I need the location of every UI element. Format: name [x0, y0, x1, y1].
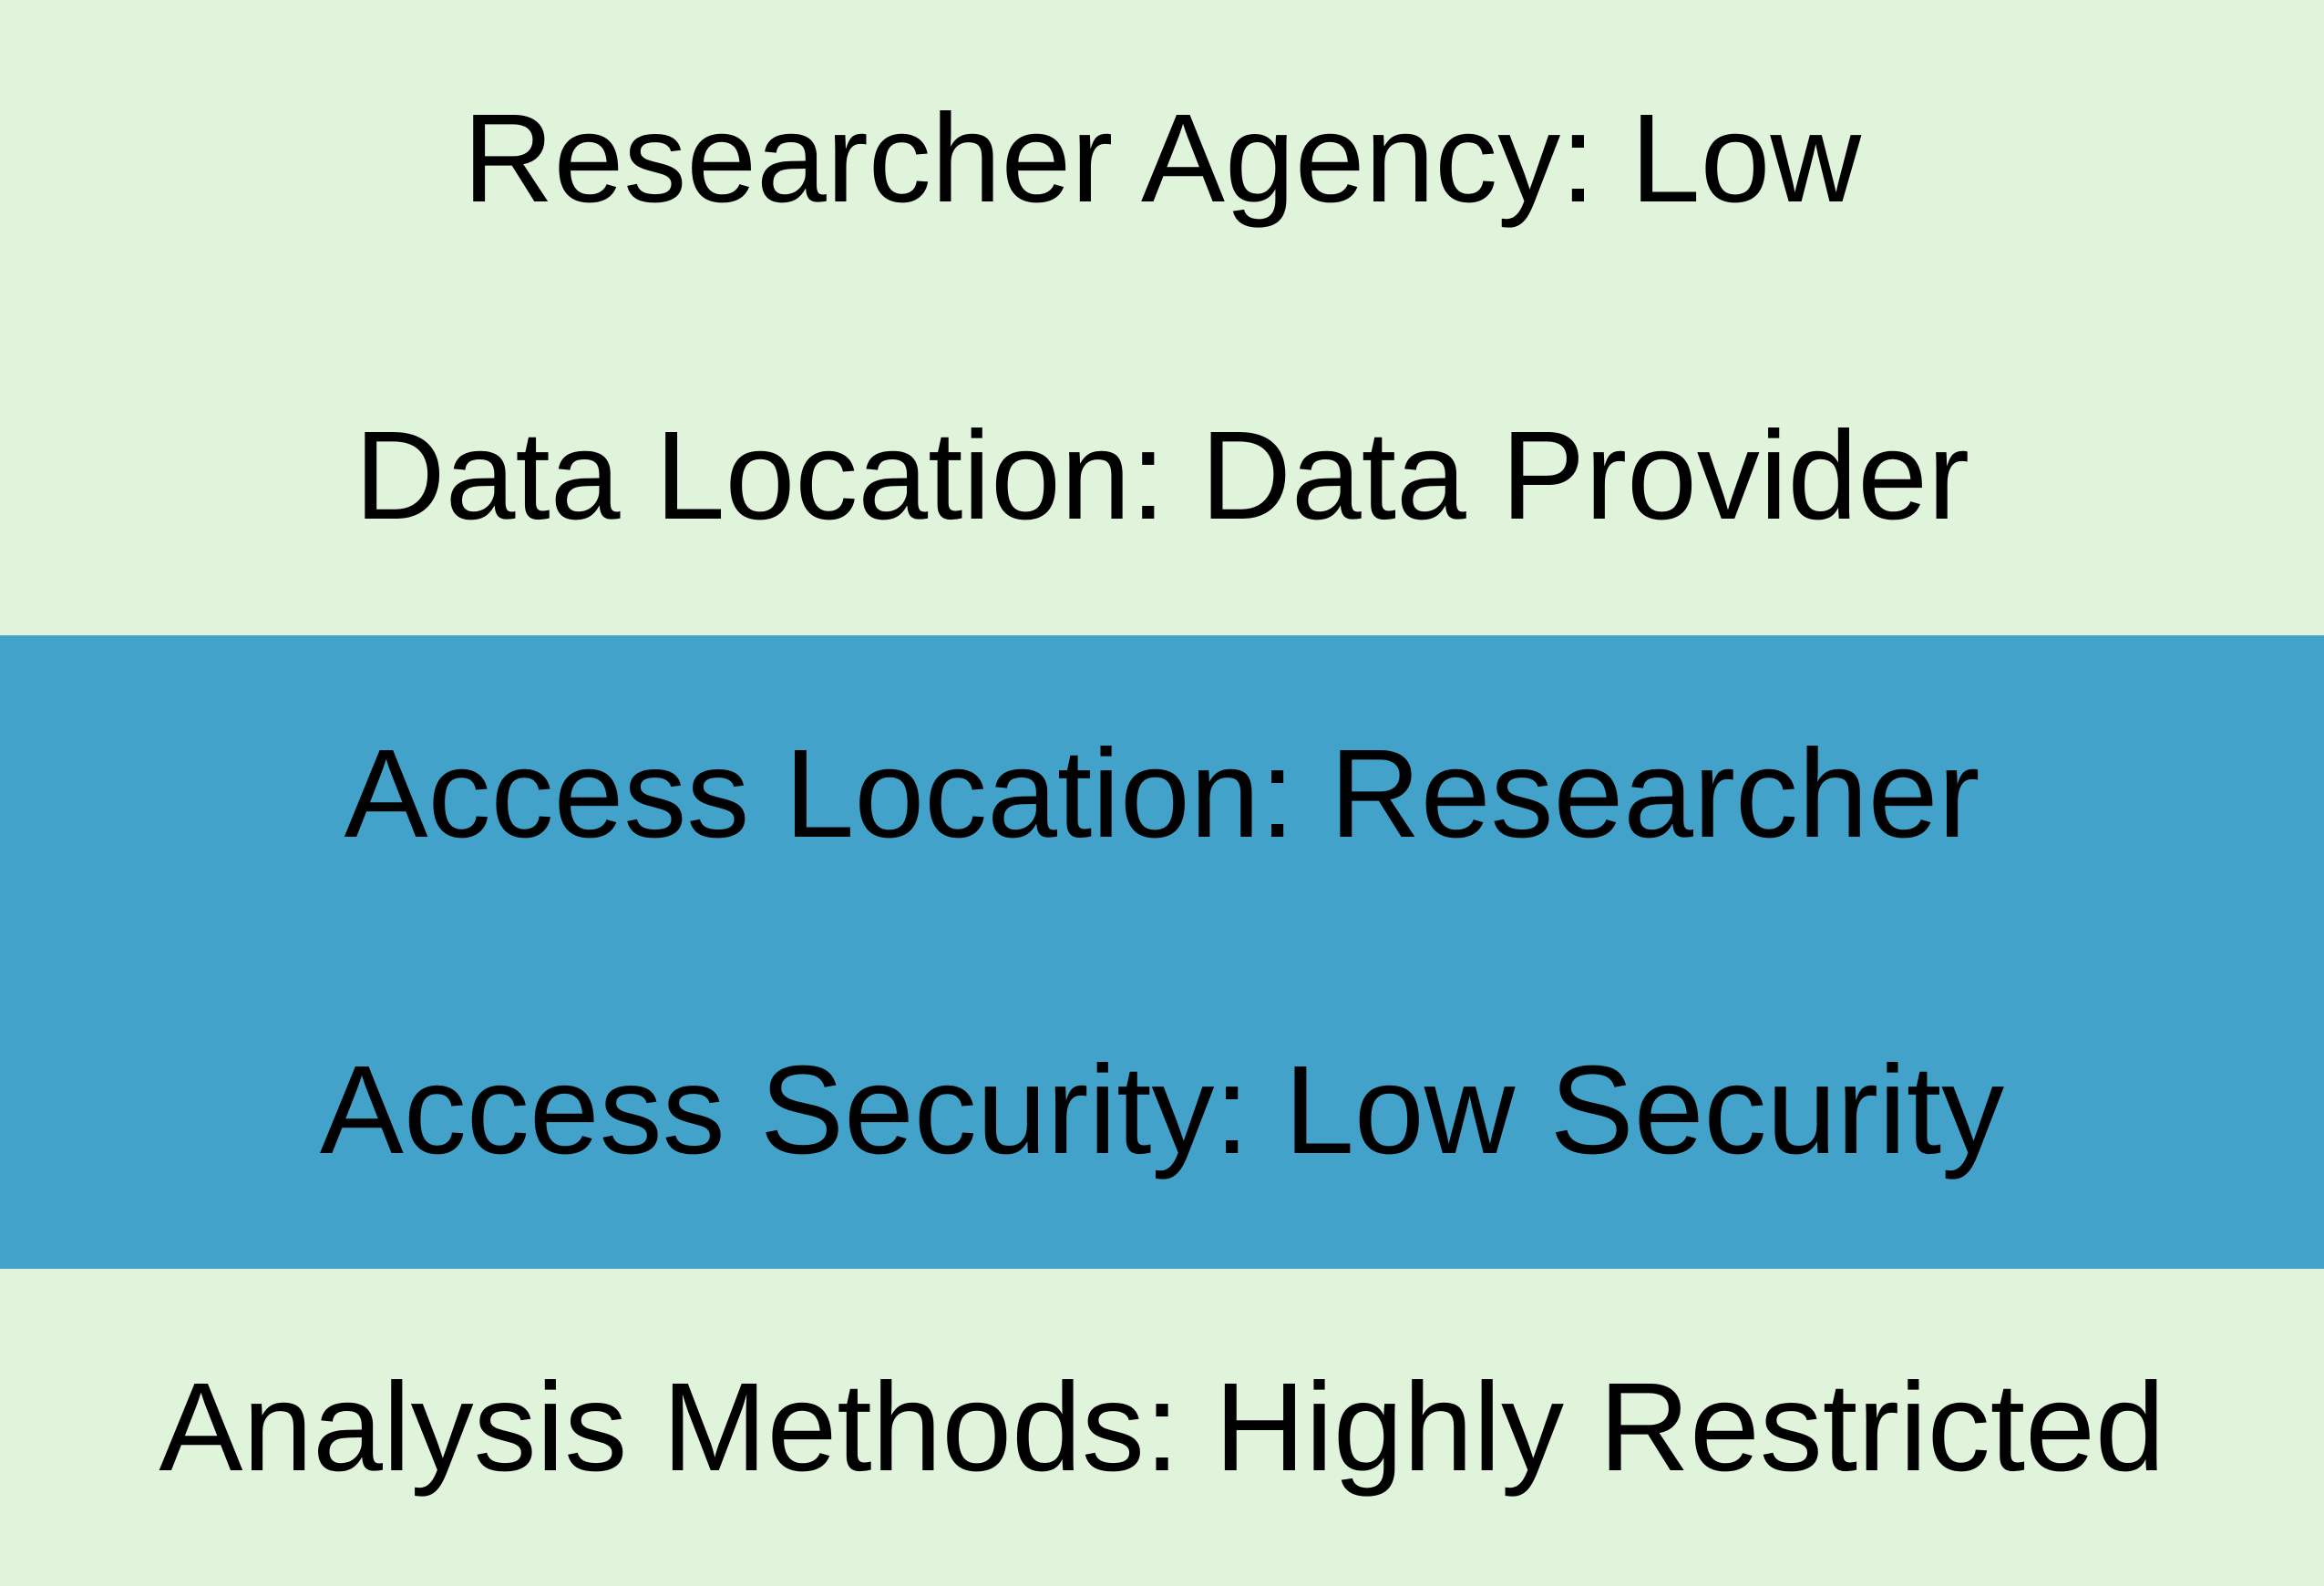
- row-label: Access Security: Low Security: [319, 1040, 2005, 1180]
- highlight-band: [0, 635, 2324, 1269]
- row-label: Researcher Agency: Low: [462, 88, 1862, 229]
- row-analysis-methods: Analysis Methods: Highly Restricted: [0, 1269, 2324, 1586]
- row-researcher-agency: Researcher Agency: Low: [0, 0, 2324, 317]
- row-access-security: Access Security: Low Security: [0, 952, 2324, 1269]
- row-data-location: Data Location: Data Provider: [0, 317, 2324, 634]
- row-label: Analysis Methods: Highly Restricted: [159, 1357, 2165, 1498]
- row-label: Data Location: Data Provider: [355, 406, 1969, 546]
- light-band-bottom: [0, 1269, 2324, 1586]
- row-label: Access Location: Researcher: [344, 724, 1980, 864]
- row-access-location: Access Location: Researcher: [0, 635, 2324, 953]
- light-band-top: [0, 0, 2324, 635]
